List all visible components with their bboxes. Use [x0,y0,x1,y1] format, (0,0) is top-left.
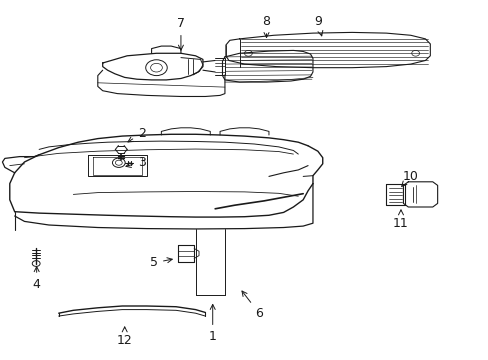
Text: 3: 3 [126,156,145,168]
Text: 6: 6 [242,291,263,320]
Text: 2: 2 [128,127,145,142]
Text: 5: 5 [150,256,172,269]
Text: 12: 12 [117,327,132,347]
Text: 11: 11 [392,210,408,230]
Text: 8: 8 [262,15,270,37]
Text: 10: 10 [401,170,418,186]
Text: 1: 1 [208,305,216,343]
Text: 9: 9 [313,15,322,36]
Text: 4: 4 [33,267,41,291]
Text: 7: 7 [177,17,184,50]
